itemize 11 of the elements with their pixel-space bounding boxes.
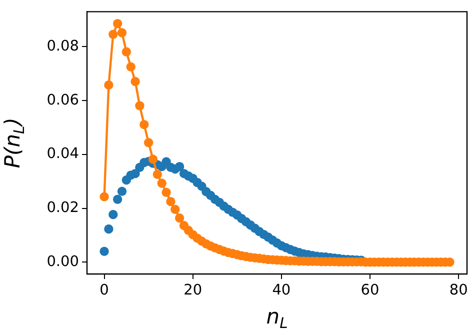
x-tick-label: 20 xyxy=(184,282,202,298)
x-tick-label: 40 xyxy=(272,282,291,298)
y-tick-label: 0.00 xyxy=(46,254,79,270)
y-tick-label: 0.04 xyxy=(46,146,79,162)
x-tick-label: 60 xyxy=(360,282,380,298)
y-tick-label: 0.02 xyxy=(46,200,79,216)
y-tick-label: 0.08 xyxy=(46,38,79,54)
x-tick-label: 80 xyxy=(449,282,468,298)
y-tick-label: 0.06 xyxy=(46,92,79,108)
x-tick-label: 0 xyxy=(100,282,109,298)
y-axis-title: P(nL) xyxy=(0,118,28,168)
